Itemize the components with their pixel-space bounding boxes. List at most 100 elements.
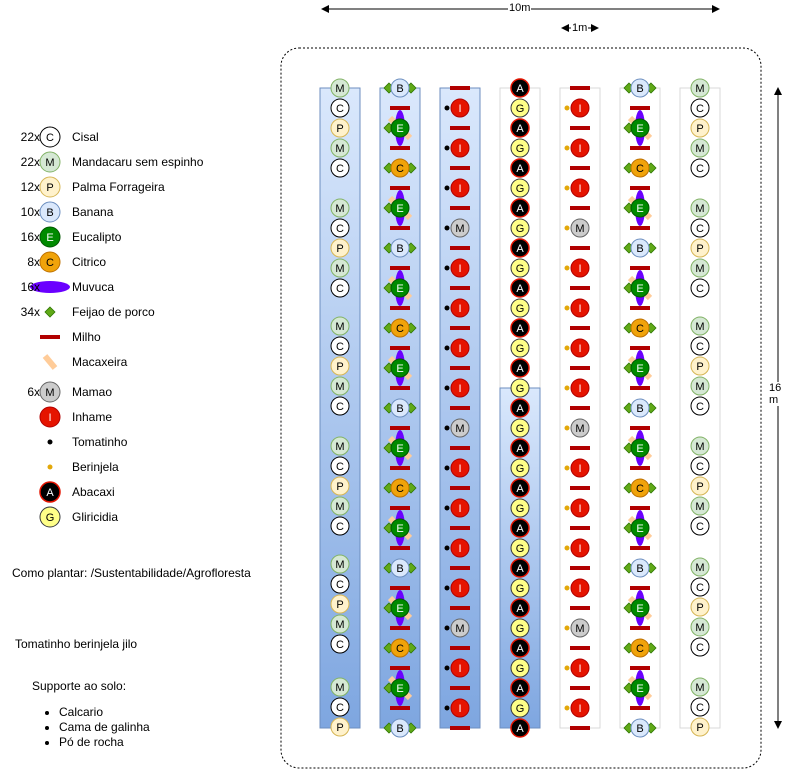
milho-bar xyxy=(390,666,410,670)
milho-bar xyxy=(570,166,590,170)
legend-label: Tomatinho xyxy=(72,435,127,449)
plant-letter: B xyxy=(396,723,403,735)
milho-bar xyxy=(450,126,470,130)
plant-letter: M xyxy=(695,381,704,393)
plant-letter: A xyxy=(516,283,524,295)
plant-letter: I xyxy=(578,503,581,515)
milho-bar xyxy=(630,186,650,190)
plant-letter: I xyxy=(578,103,581,115)
plant-letter: G xyxy=(516,543,525,555)
milho-bar xyxy=(390,506,410,510)
legend-count: 6x xyxy=(2,385,40,399)
plant-letter: I xyxy=(458,183,461,195)
plant-letter: M xyxy=(575,223,584,235)
plant-letter: M xyxy=(335,619,344,631)
plant-letter: M xyxy=(335,501,344,513)
plant-letter: P xyxy=(696,602,703,614)
plant-letter: B xyxy=(636,403,643,415)
plant-letter: A xyxy=(516,203,524,215)
tomatinho-dot xyxy=(445,106,450,111)
plant-letter: M xyxy=(575,423,584,435)
plant-letter: A xyxy=(516,83,524,95)
milho-bar xyxy=(630,226,650,230)
milho-bar xyxy=(390,226,410,230)
plant-letter: M xyxy=(335,381,344,393)
plant-letter: B xyxy=(636,83,643,95)
milho-bar xyxy=(450,366,470,370)
milho-bar xyxy=(450,526,470,530)
milho-bar xyxy=(450,406,470,410)
milho-bar xyxy=(390,586,410,590)
milho-bar xyxy=(390,386,410,390)
berinjela-dot xyxy=(565,666,570,671)
plant-letter: M xyxy=(695,143,704,155)
plant-letter: C xyxy=(336,103,344,115)
milho-bar xyxy=(450,166,470,170)
plant-letter: C xyxy=(46,257,54,269)
plant-letter: A xyxy=(516,123,524,135)
milho-bar xyxy=(630,506,650,510)
plant-letter: E xyxy=(396,683,403,695)
plant-letter: M xyxy=(335,83,344,95)
plant-letter: A xyxy=(516,643,524,655)
plant-letter: C xyxy=(336,579,344,591)
plant-letter: C xyxy=(396,163,404,175)
plant-letter: A xyxy=(516,323,524,335)
plant-letter: I xyxy=(578,463,581,475)
legend-label: Cisal xyxy=(72,130,99,144)
plant-letter: C xyxy=(336,521,344,533)
plant-letter: G xyxy=(516,463,525,475)
milho-bar xyxy=(450,86,470,90)
plant-letter: C xyxy=(336,702,344,714)
plant-letter: E xyxy=(396,123,403,135)
milho-bar xyxy=(570,726,590,730)
plant-letter: G xyxy=(516,383,525,395)
milho-bar xyxy=(570,526,590,530)
plant-letter: C xyxy=(696,341,704,353)
milho-bar xyxy=(450,286,470,290)
plant-letter: I xyxy=(458,463,461,475)
plant-letter: E xyxy=(396,443,403,455)
legend-berinjela-icon xyxy=(48,465,53,470)
milho-bar xyxy=(630,626,650,630)
plant-letter: E xyxy=(636,683,643,695)
legend-label: Eucalipto xyxy=(72,230,121,244)
legend-label: Macaxeira xyxy=(72,355,127,369)
height-dimension-label: 16 m xyxy=(768,382,792,406)
plant-letter: A xyxy=(516,443,524,455)
tomatinho-dot xyxy=(445,146,450,151)
plant-letter: E xyxy=(636,283,643,295)
milho-bar xyxy=(390,626,410,630)
plant-letter: C xyxy=(636,163,644,175)
berinjela-dot xyxy=(565,706,570,711)
plant-letter: I xyxy=(458,143,461,155)
legend-label: Mandacaru sem espinho xyxy=(72,155,203,169)
plant-letter: I xyxy=(578,663,581,675)
plant-letter: P xyxy=(336,123,343,135)
tomatinho-dot xyxy=(445,186,450,191)
milho-bar xyxy=(630,586,650,590)
legend-label: Banana xyxy=(72,205,113,219)
plant-letter: I xyxy=(578,263,581,275)
plant-letter: B xyxy=(636,723,643,735)
plant-letter: M xyxy=(45,157,54,169)
milho-bar xyxy=(390,706,410,710)
tomatinho-dot xyxy=(445,546,450,551)
plant-letter: I xyxy=(458,383,461,395)
plant-letter: M xyxy=(335,263,344,275)
plant-letter: A xyxy=(516,163,524,175)
plant-letter: P xyxy=(696,722,703,734)
plant-letter: M xyxy=(695,263,704,275)
plant-letter: I xyxy=(458,583,461,595)
plant-letter: M xyxy=(695,682,704,694)
tomatinho-dot xyxy=(445,426,450,431)
plant-letter: P xyxy=(336,243,343,255)
plant-letter: C xyxy=(696,582,704,594)
milho-bar xyxy=(630,306,650,310)
plant-letter: E xyxy=(46,232,53,244)
milho-bar xyxy=(450,326,470,330)
plant-letter: C xyxy=(396,483,404,495)
berinjela-dot xyxy=(565,586,570,591)
plant-letter: I xyxy=(458,703,461,715)
suporte-item: Pó de rocha xyxy=(59,735,150,750)
